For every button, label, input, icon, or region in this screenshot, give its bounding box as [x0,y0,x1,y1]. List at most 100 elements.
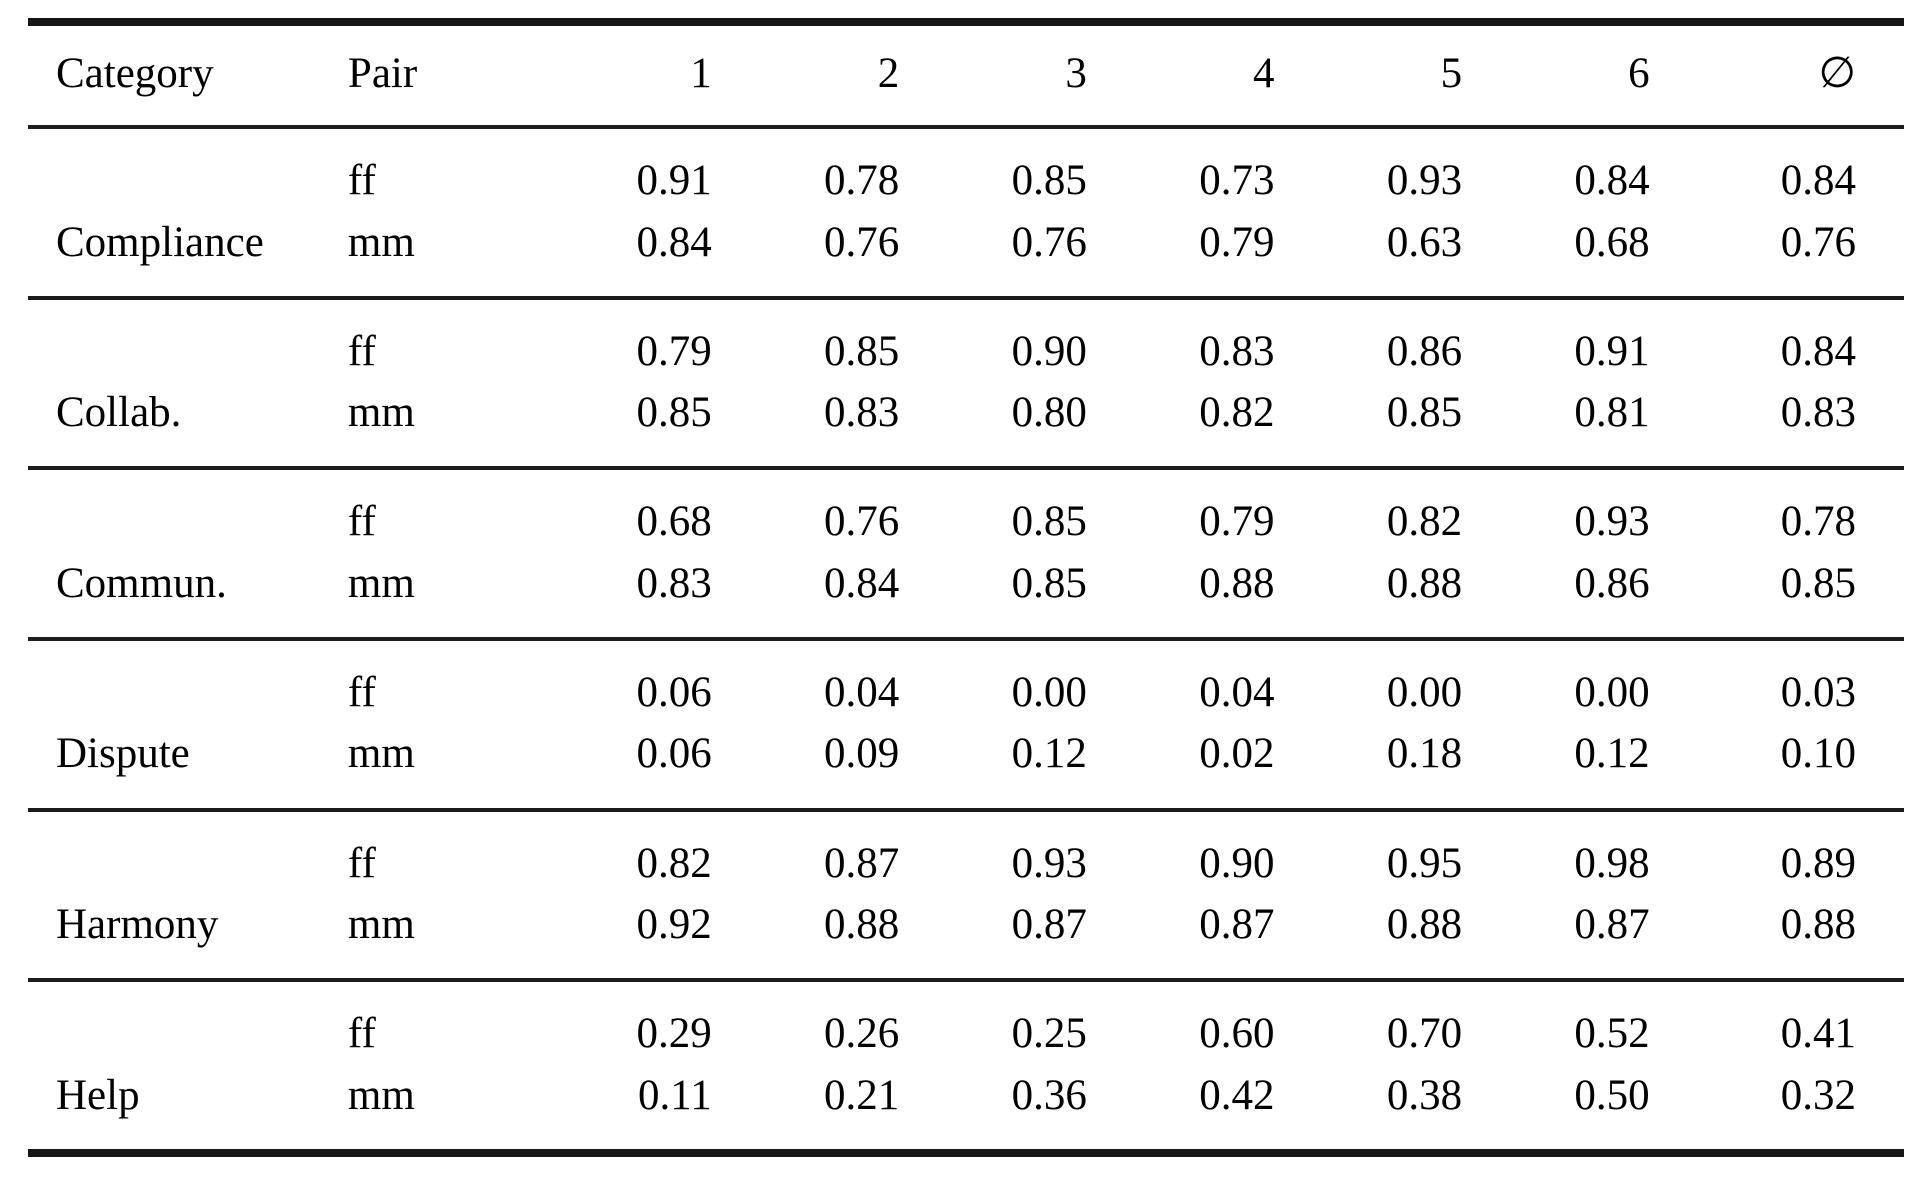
header-session-5: 5 [1440,50,1463,97]
value-cell: 0.38 [1386,1071,1463,1119]
value-cell: 0.91 [636,157,712,205]
value-cell: 0.85 [1011,157,1087,205]
value-cell: 0.76 [1780,218,1856,266]
value-cell: 0.76 [824,498,900,546]
value-cell: 0.86 [1386,327,1463,375]
value-cell: 0.00 [1574,669,1650,717]
value-cell: 0.21 [824,1071,900,1119]
pair-cell: mm [347,730,415,778]
value-cell: 0.84 [1780,157,1856,205]
value-cell: 0.87 [1199,900,1275,948]
value-cell: 0.85 [824,327,900,375]
table-row: Dispute mm 0.06 0.09 0.12 0.02 0.18 0.12 0.10 [28,723,1904,809]
category-cell: Help [56,1071,140,1119]
value-cell: 0.85 [1780,559,1856,607]
pair-cell: mm [347,218,415,266]
header-row: Category Pair 1 2 3 4 5 6 ∅ [28,22,1904,128]
value-cell: 0.81 [1574,389,1650,437]
value-cell: 0.76 [824,218,900,266]
value-cell: 0.79 [636,327,712,375]
category-group: ff 0.06 0.04 0.00 0.04 0.00 0.00 0.03 Dispute mm 0… [28,639,1904,810]
value-cell: 0.86 [1574,559,1650,607]
value-cell: 0.82 [636,839,712,887]
header-session-3: 3 [1065,50,1087,97]
value-cell: 0.79 [1199,498,1275,546]
value-cell: 0.84 [1780,327,1856,375]
value-cell: 0.88 [1386,559,1463,607]
pair-cell: mm [347,389,415,437]
table-row: ff 0.82 0.87 0.93 0.90 0.95 0.98 0.89 [28,810,1904,894]
value-cell: 0.06 [636,669,712,717]
value-cell: 0.91 [1574,327,1650,375]
category-cell [28,980,347,1064]
value-cell: 0.93 [1574,498,1650,546]
value-cell: 0.83 [1780,389,1856,437]
value-cell: 0.10 [1780,730,1856,778]
value-cell: 0.87 [824,839,900,887]
value-cell: 0.12 [1574,730,1650,778]
table-row: Compliance mm 0.84 0.76 0.76 0.79 0.63 0.68 0.76 [28,212,1904,298]
pair-cell: mm [347,559,415,607]
value-cell: 0.76 [1011,218,1087,266]
value-cell: 0.00 [1011,669,1087,717]
value-cell: 0.09 [824,730,900,778]
value-cell: 0.95 [1386,839,1463,887]
category-cell: Collab. [56,389,182,437]
pair-cell: ff [347,327,376,375]
category-cell: Compliance [56,218,264,266]
value-cell: 0.90 [1199,839,1275,887]
category-cell [28,639,347,723]
value-cell: 0.26 [824,1010,900,1058]
value-cell: 0.93 [1011,839,1087,887]
category-cell [28,810,347,894]
category-cell: Harmony [56,900,219,948]
value-cell: 0.88 [1386,900,1463,948]
value-cell: 0.78 [1780,498,1856,546]
table-row: Help mm 0.11 0.21 0.36 0.42 0.38 0.50 0.32 [28,1065,1904,1153]
value-cell: 0.02 [1199,730,1275,778]
category-group: ff 0.79 0.85 0.90 0.83 0.86 0.91 0.84 Collab. mm 0… [28,297,1904,469]
value-cell: 0.32 [1780,1071,1856,1119]
pair-cell: mm [347,900,415,948]
value-cell: 0.83 [1199,327,1275,375]
value-cell: 0.52 [1574,1010,1650,1058]
header-session-1: 1 [690,50,712,97]
value-cell: 0.04 [1199,669,1275,717]
value-cell: 0.88 [824,900,900,948]
value-cell: 0.87 [1011,900,1087,948]
value-cell: 0.11 [638,1071,712,1119]
value-cell: 0.85 [1011,498,1087,546]
value-cell: 0.82 [1199,389,1275,437]
table-row: ff 0.79 0.85 0.90 0.83 0.86 0.91 0.84 [28,298,1904,382]
category-cell [28,298,347,382]
value-cell: 0.93 [1386,157,1463,205]
category-cell: Commun. [56,559,227,607]
value-cell: 0.03 [1780,669,1856,717]
value-cell: 0.68 [1574,218,1650,266]
value-cell: 0.84 [636,218,712,266]
value-cell: 0.63 [1386,218,1463,266]
category-cell [28,468,347,552]
value-cell: 0.98 [1574,839,1650,887]
table-row: ff 0.91 0.78 0.85 0.73 0.93 0.84 0.84 [28,127,1904,211]
value-cell: 0.83 [824,389,900,437]
header-average: ∅ [1818,50,1856,97]
table-header: Category Pair 1 2 3 4 5 6 ∅ [28,22,1904,128]
table-row: Collab. mm 0.85 0.83 0.80 0.82 0.85 0.81 0.83 [28,382,1904,468]
value-cell: 0.79 [1199,218,1275,266]
value-cell: 0.70 [1386,1010,1463,1058]
value-cell: 0.41 [1780,1010,1856,1058]
category-group: ff 0.29 0.26 0.25 0.60 0.70 0.52 0.41 Help mm 0.11… [28,980,1904,1153]
pair-cell: ff [347,669,376,717]
header-category: Category [56,50,214,97]
value-cell: 0.50 [1574,1071,1650,1119]
value-cell: 0.88 [1199,559,1275,607]
value-cell: 0.92 [636,900,712,948]
value-cell: 0.00 [1386,669,1463,717]
value-cell: 0.78 [824,157,900,205]
value-cell: 0.42 [1199,1071,1275,1119]
value-cell: 0.84 [1574,157,1650,205]
pair-cell: ff [347,498,376,546]
value-cell: 0.85 [1011,559,1087,607]
